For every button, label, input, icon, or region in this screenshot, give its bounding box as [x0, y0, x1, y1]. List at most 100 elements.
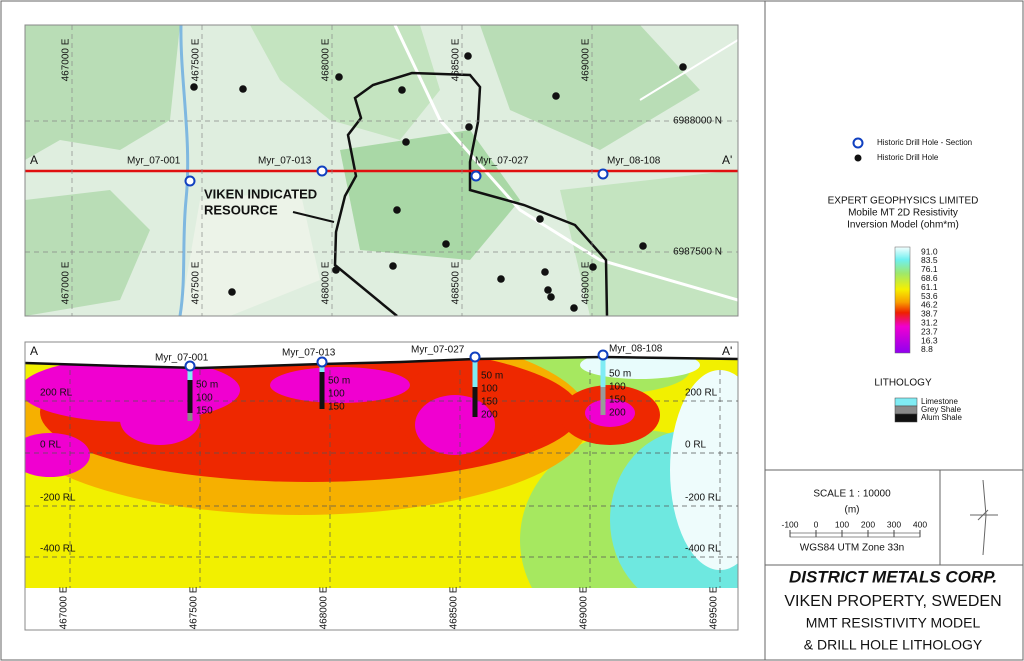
section-hole: [184, 360, 196, 372]
drill-hole: [228, 288, 236, 296]
drill-hole: [398, 86, 406, 94]
scale-tick-label: 200: [861, 519, 875, 529]
rl-label: -200 RL: [685, 493, 721, 504]
drill-hole: [239, 85, 247, 93]
lithology-column: [319, 364, 325, 372]
scale-label: SCALE 1 : 10000: [813, 489, 891, 500]
easting-label: 469000 E: [581, 261, 592, 304]
drill-hole: [332, 266, 340, 274]
scale-bar: [789, 532, 921, 538]
hole-label: Myr_07-027: [475, 156, 529, 167]
hole-label: Myr_07-027: [411, 345, 465, 356]
map-border: [24, 24, 739, 317]
rl-label: 200 RL: [40, 388, 73, 399]
easting-label: 468000 E: [321, 38, 332, 81]
easting-label: 467000 E: [59, 586, 70, 629]
legend-item: Historic Drill Hole: [877, 153, 939, 162]
easting-label: 467500 E: [189, 586, 200, 629]
easting-label: 467500 E: [191, 38, 202, 81]
lithology-column: [187, 368, 193, 380]
depth-label: 50 m: [328, 376, 350, 387]
lithology-column: [187, 413, 193, 421]
section-hole: [597, 349, 609, 361]
model-zone: [585, 399, 635, 427]
scale-title: Inversion Model (ohm*m): [847, 220, 959, 231]
easting-label: 469000 E: [579, 586, 590, 629]
road: [393, 25, 738, 302]
depth-label: 100: [196, 393, 213, 404]
scale-value: 83.5: [921, 255, 938, 265]
scale-value: 46.2: [921, 300, 938, 310]
company: DISTRICT METALS CORP.: [789, 567, 997, 586]
rl-label: 0 RL: [40, 440, 62, 451]
depth-label: 200: [609, 408, 626, 419]
leader-line: [292, 211, 335, 223]
forest: [250, 25, 440, 140]
easting-label: 467000 E: [61, 38, 72, 81]
lithology-swatch: [894, 397, 918, 407]
scale-value: 38.7: [921, 309, 938, 319]
lithology-title: LITHOLOGY: [874, 378, 932, 389]
forest: [25, 190, 150, 316]
rl-label: -400 RL: [685, 544, 721, 555]
depth-label: 100: [609, 382, 626, 393]
scale-value: 23.7: [921, 326, 938, 336]
lithology-swatch: [894, 413, 918, 423]
easting-label: 469000 E: [581, 38, 592, 81]
drill-hole: [442, 240, 450, 248]
easting-label: 468500 E: [449, 586, 460, 629]
model-zone: [120, 395, 200, 445]
road: [639, 39, 738, 101]
scale-value: 8.8: [921, 344, 933, 354]
easting-label: 468000 E: [319, 586, 330, 629]
rl-label: 200 RL: [685, 388, 718, 399]
hole-label: Myr_08-108: [607, 156, 661, 167]
scale-value: 61.1: [921, 282, 938, 292]
lithology-column: [472, 387, 478, 417]
section-hole: [597, 168, 609, 180]
northing-label: 6987500 N: [673, 247, 722, 258]
hole-label: Myr_07-001: [155, 353, 209, 364]
section-border: [24, 341, 739, 631]
title-line: VIKEN PROPERTY, SWEDEN: [784, 593, 1001, 610]
scale-tick-label: 0: [814, 519, 819, 529]
scale-value: 91.0: [921, 246, 938, 256]
lithology-column: [319, 372, 325, 409]
north-arrow: [970, 479, 998, 556]
scale-value: 76.1: [921, 264, 938, 274]
drill-hole: [547, 293, 555, 301]
easting-label: 467000 E: [61, 261, 72, 304]
scale-value: 31.2: [921, 317, 938, 327]
lithology-item: Limestone: [921, 397, 958, 406]
section-hole: [470, 170, 482, 182]
resource-label: VIKEN INDICATED: [204, 186, 317, 201]
easting-label: 467500 E: [191, 261, 202, 304]
section-hole: [316, 165, 328, 177]
forest: [560, 170, 738, 316]
color-scale: [894, 246, 911, 354]
hole-label: Myr_07-001: [127, 156, 181, 167]
depth-label: 50 m: [481, 371, 503, 382]
section-end: A: [30, 153, 38, 167]
drill-hole: [639, 242, 647, 250]
section-hole: [469, 351, 481, 363]
drill-hole: [552, 92, 560, 100]
rl-label: 0 RL: [685, 440, 707, 451]
depth-label: 150: [196, 406, 213, 417]
drill-hole: [389, 262, 397, 270]
depth-label: 50 m: [196, 380, 218, 391]
lithology-item: Grey Shale: [921, 405, 962, 414]
lithology-column: [187, 380, 193, 413]
topography: [24, 355, 739, 370]
scale-tick-label: 400: [913, 519, 927, 529]
drill-hole: [679, 63, 687, 71]
legend-symbol: [854, 154, 862, 162]
section-hole: [316, 356, 328, 368]
drill-hole: [464, 52, 472, 60]
scale-tick-label: 300: [887, 519, 901, 529]
forest: [340, 130, 520, 260]
scale-tick-label: 100: [835, 519, 849, 529]
easting-label: 469500 E: [709, 586, 720, 629]
depth-label: 150: [328, 402, 345, 413]
northing-label: 6988000 N: [673, 116, 722, 127]
